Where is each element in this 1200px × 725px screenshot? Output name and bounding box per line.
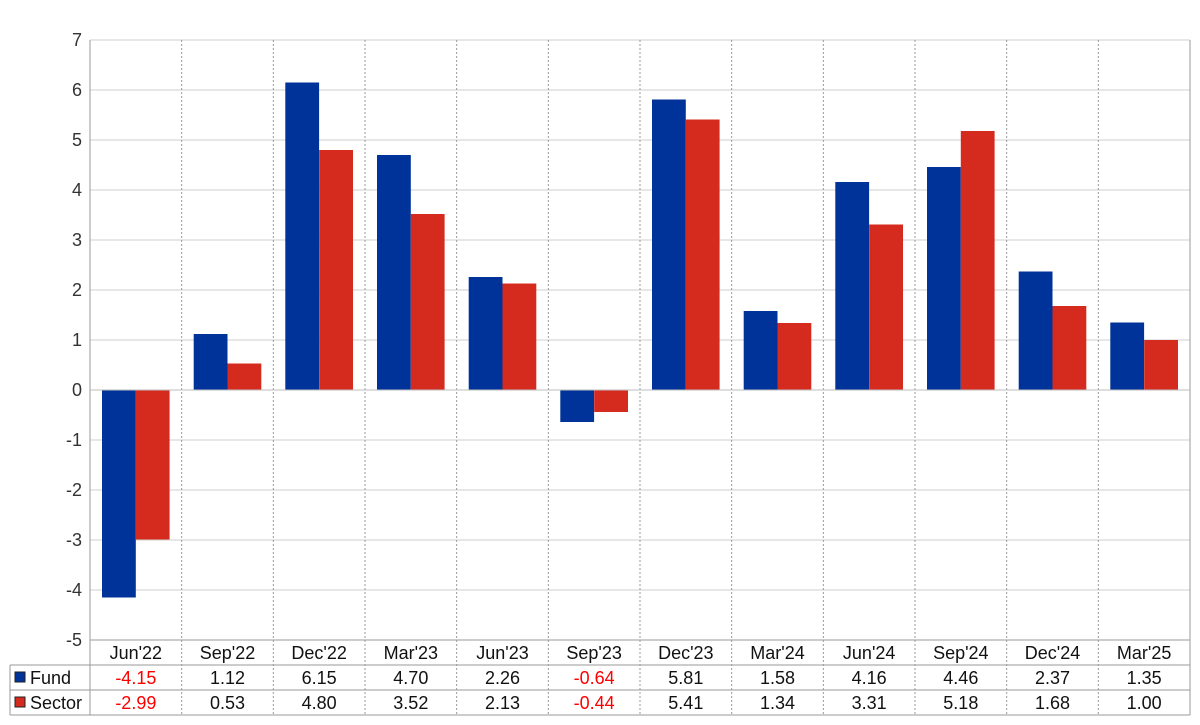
x-tick-label: Sep'22	[200, 643, 256, 663]
y-tick-label: 6	[72, 80, 82, 100]
bar-sector-2	[319, 150, 353, 390]
data-label-sector: 4.80	[302, 693, 337, 713]
data-label-sector: 0.53	[210, 693, 245, 713]
data-label-sector: 5.18	[943, 693, 978, 713]
y-tick-label: 7	[72, 30, 82, 50]
data-label-sector: 2.13	[485, 693, 520, 713]
y-tick-label: 1	[72, 330, 82, 350]
bar-sector-11	[1144, 340, 1178, 390]
y-tick-label: -2	[66, 480, 82, 500]
x-tick-label: Mar'24	[750, 643, 804, 663]
y-tick-label: -1	[66, 430, 82, 450]
bar-fund-3	[377, 155, 411, 390]
bar-fund-9	[927, 167, 961, 390]
data-label-sector: 1.68	[1035, 693, 1070, 713]
bar-sector-5	[594, 390, 628, 412]
y-tick-label: -5	[66, 630, 82, 650]
data-label-fund: -4.15	[115, 668, 156, 688]
data-label-sector: 3.52	[393, 693, 428, 713]
data-label-sector: 5.41	[668, 693, 703, 713]
bar-fund-11	[1110, 322, 1145, 390]
data-label-fund: 5.81	[668, 668, 703, 688]
data-label-fund: 1.35	[1127, 668, 1162, 688]
bar-sector-8	[869, 224, 903, 390]
data-label-sector: 3.31	[852, 693, 887, 713]
bar-fund-8	[835, 182, 870, 390]
x-tick-label: Jun'24	[843, 643, 895, 663]
legend-label-sector: Sector	[30, 693, 82, 713]
x-tick-label: Sep'24	[933, 643, 989, 663]
legend-swatch-fund	[14, 671, 26, 683]
data-label-sector: 1.00	[1127, 693, 1162, 713]
y-tick-label: 0	[72, 380, 82, 400]
data-label-fund: 1.58	[760, 668, 795, 688]
data-label-fund: 1.12	[210, 668, 245, 688]
x-tick-label: Dec'23	[658, 643, 713, 663]
bar-sector-3	[410, 214, 445, 390]
data-label-sector: -0.44	[574, 693, 615, 713]
y-tick-label: 2	[72, 280, 82, 300]
y-tick-label: 3	[72, 230, 82, 250]
data-label-sector: 1.34	[760, 693, 795, 713]
x-tick-label: Mar'25	[1117, 643, 1171, 663]
x-tick-label: Dec'22	[291, 643, 346, 663]
x-tick-label: Sep'23	[566, 643, 622, 663]
bar-fund-7	[743, 311, 778, 390]
bar-sector-7	[777, 323, 812, 390]
data-label-fund: -0.64	[574, 668, 615, 688]
y-tick-label: -4	[66, 580, 82, 600]
bar-fund-6	[652, 99, 686, 390]
bar-sector-10	[1052, 306, 1087, 390]
data-label-fund: 4.70	[393, 668, 428, 688]
bar-sector-0	[135, 390, 170, 540]
data-label-fund: 4.46	[943, 668, 978, 688]
bar-fund-1	[193, 334, 228, 390]
bar-sector-9	[960, 131, 995, 390]
bar-sector-6	[685, 119, 720, 390]
data-label-fund: 2.26	[485, 668, 520, 688]
bar-sector-1	[227, 363, 262, 390]
data-label-fund: 4.16	[852, 668, 887, 688]
y-tick-label: 5	[72, 130, 82, 150]
bar-fund-2	[285, 82, 320, 390]
bar-fund-0	[102, 390, 136, 598]
bar-sector-4	[502, 283, 537, 390]
data-label-sector: -2.99	[115, 693, 156, 713]
x-tick-label: Jun'22	[110, 643, 162, 663]
bar-fund-10	[1018, 271, 1053, 390]
legend-label-fund: Fund	[30, 668, 71, 688]
y-tick-label: 4	[72, 180, 82, 200]
y-tick-label: -3	[66, 530, 82, 550]
legend-swatch-sector	[14, 696, 26, 708]
bar-fund-5	[560, 390, 595, 422]
x-tick-label: Jun'23	[476, 643, 528, 663]
data-label-fund: 6.15	[302, 668, 337, 688]
data-label-fund: 2.37	[1035, 668, 1070, 688]
x-tick-label: Dec'24	[1025, 643, 1080, 663]
bar-fund-4	[468, 277, 503, 390]
x-tick-label: Mar'23	[384, 643, 438, 663]
